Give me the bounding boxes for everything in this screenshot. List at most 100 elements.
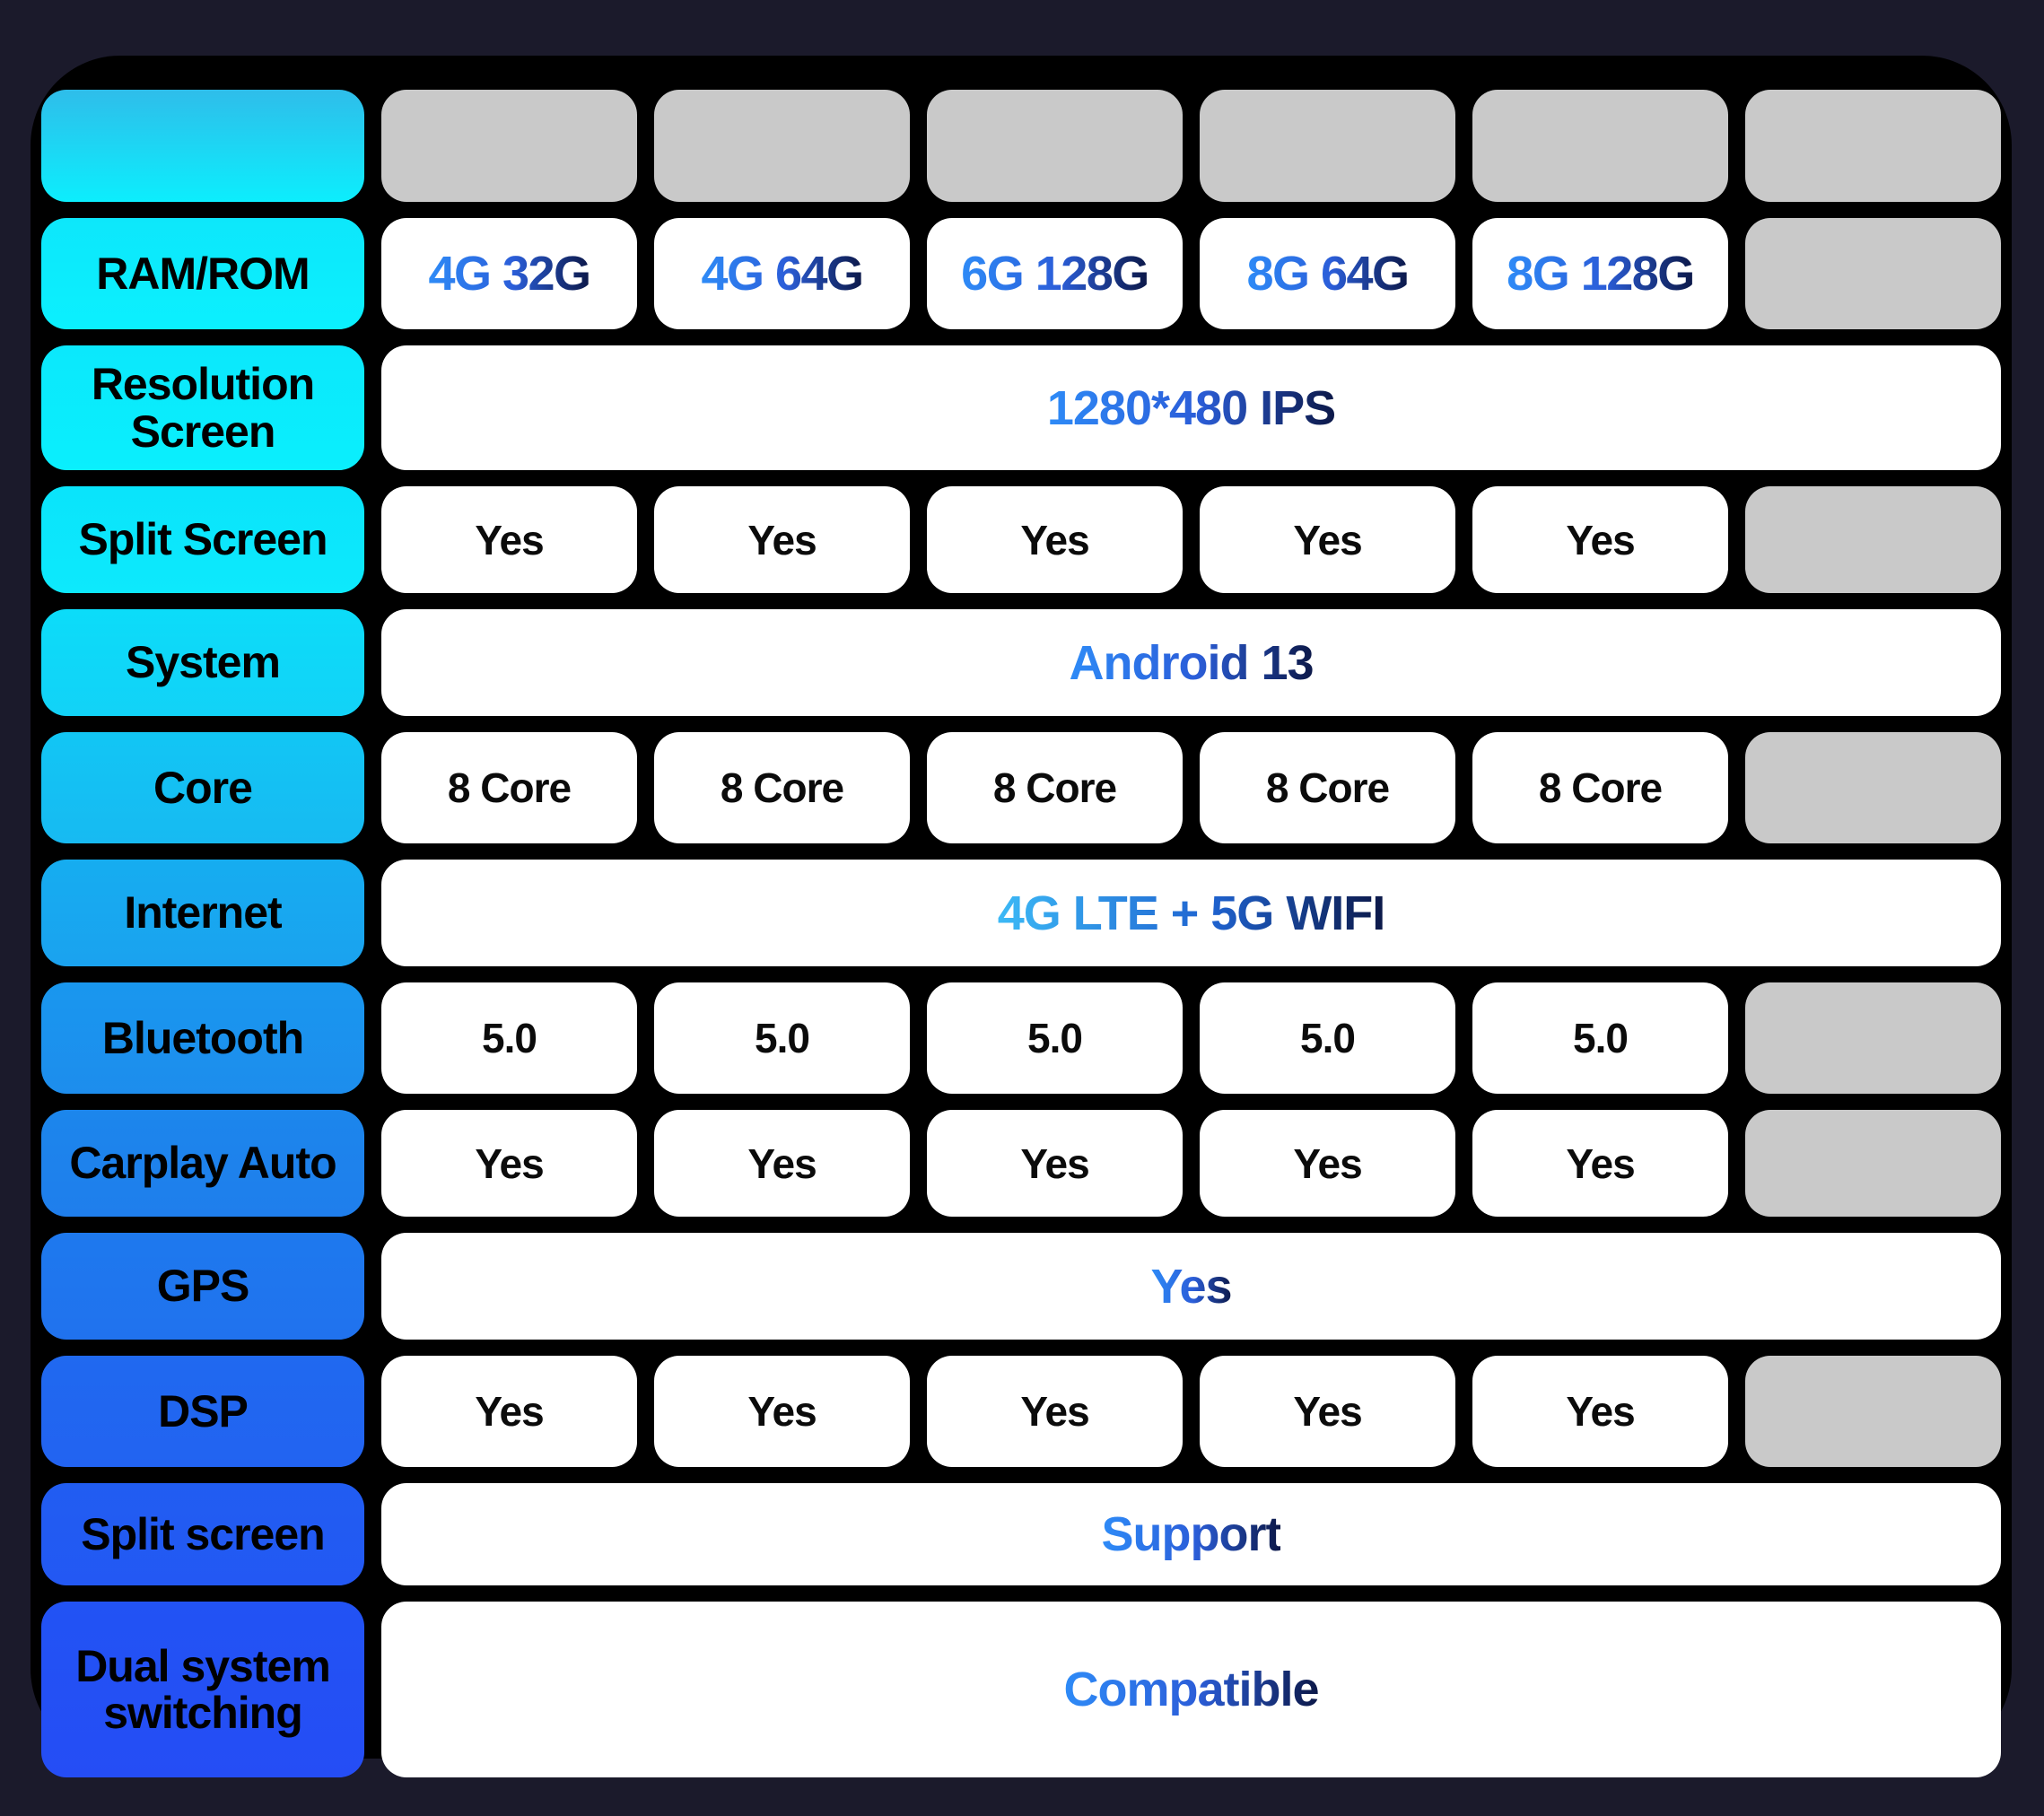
row-label-dual-system-switching: Dual system switching (41, 1602, 364, 1777)
row-label-dsp: DSP (41, 1356, 364, 1467)
cell-bluetooth-3: 5.0 (927, 982, 1183, 1094)
cell-dsp-1: Yes (381, 1356, 637, 1467)
cell-dsp-2: Yes (654, 1356, 910, 1467)
value-text: Compatible (1063, 1663, 1319, 1716)
cell-split-screen-empty (1745, 486, 2001, 593)
cell-carplay-auto-empty (1745, 1110, 2001, 1217)
cell-dsp-3: Yes (927, 1356, 1183, 1467)
row-label-carplay-auto: Carplay Auto (41, 1110, 364, 1217)
cell-carplay-auto-4: Yes (1200, 1110, 1455, 1217)
cell-split-screen-4: Yes (1200, 486, 1455, 593)
value-text: Yes (1293, 1388, 1362, 1435)
cell-split-screen-5: Yes (1472, 486, 1728, 593)
value-text: Support (1101, 1507, 1282, 1561)
row-label-gps: GPS (41, 1233, 364, 1340)
cell-core-empty (1745, 732, 2001, 843)
row-label-text: Dual system switching (75, 1640, 331, 1738)
value-text: 5.0 (1027, 1015, 1083, 1061)
cell-internet-span: 4G LTE + 5G WIFI (381, 860, 2001, 966)
header-variant-cell-1 (381, 90, 637, 202)
cell-dsp-4: Yes (1200, 1356, 1455, 1467)
cell-gps-span: Yes (381, 1233, 2001, 1340)
row-label-text: GPS (156, 1261, 250, 1312)
cell-split-screen-lower-span: Support (381, 1483, 2001, 1585)
spec-table-board: RAM/ROM 4G 32G 4G 64G 6G 128G 8G 64G 8G … (31, 56, 2012, 1777)
row-label-text: Core (153, 762, 253, 813)
row-label-split-screen-lower: Split screen (41, 1483, 364, 1585)
value-text: 1280*480 IPS (1046, 380, 1336, 435)
cell-split-screen-3: Yes (927, 486, 1183, 593)
value-text: Yes (747, 516, 817, 563)
cell-system-span: Android 13 (381, 609, 2001, 716)
header-corner-cell (41, 90, 364, 202)
cell-ram-rom-2: 4G 64G (654, 218, 910, 329)
value-text: Yes (475, 1388, 544, 1435)
cell-ram-rom-5: 8G 128G (1472, 218, 1728, 329)
row-label-text: Carplay Auto (69, 1138, 336, 1189)
cell-dsp-empty (1745, 1356, 2001, 1467)
row-label-system: System (41, 609, 364, 716)
cell-bluetooth-empty (1745, 982, 2001, 1094)
header-variant-cell-4 (1200, 90, 1455, 202)
cell-carplay-auto-2: Yes (654, 1110, 910, 1217)
value-text: 8G 64G (1246, 247, 1410, 301)
value-text: 8 Core (1265, 764, 1390, 811)
value-text: 4G 32G (428, 247, 591, 301)
row-label-resolution-screen: Resolution Screen (41, 345, 364, 470)
cell-ram-rom-empty (1745, 218, 2001, 329)
cell-carplay-auto-3: Yes (927, 1110, 1183, 1217)
cell-core-2: 8 Core (654, 732, 910, 843)
row-label-text: Bluetooth (101, 1012, 304, 1063)
row-label-text: Internet (124, 887, 282, 939)
row-label-text: RAM/ROM (96, 248, 310, 299)
value-text: 8G 128G (1507, 247, 1695, 301)
cell-carplay-auto-1: Yes (381, 1110, 637, 1217)
spec-table: RAM/ROM 4G 32G 4G 64G 6G 128G 8G 64G 8G … (41, 90, 2001, 1777)
cell-ram-rom-3: 6G 128G (927, 218, 1183, 329)
value-text: 5.0 (755, 1015, 810, 1061)
value-text: Yes (475, 1139, 544, 1187)
row-label-ram-rom: RAM/ROM (41, 218, 364, 329)
value-text: 5.0 (1300, 1015, 1356, 1061)
cell-bluetooth-4: 5.0 (1200, 982, 1455, 1094)
value-text: Yes (1020, 1388, 1089, 1435)
value-text: 5.0 (482, 1015, 537, 1061)
cell-bluetooth-2: 5.0 (654, 982, 910, 1094)
value-text: Yes (1293, 516, 1362, 563)
cell-bluetooth-5: 5.0 (1472, 982, 1728, 1094)
row-label-text: DSP (158, 1385, 249, 1436)
header-variant-cell-5 (1472, 90, 1728, 202)
value-text: Yes (1020, 516, 1089, 563)
cell-split-screen-2: Yes (654, 486, 910, 593)
value-text: Yes (747, 1388, 817, 1435)
cell-ram-rom-4: 8G 64G (1200, 218, 1455, 329)
value-text: Android 13 (1069, 635, 1314, 690)
row-label-text: Split screen (81, 1508, 325, 1559)
cell-core-3: 8 Core (927, 732, 1183, 843)
value-text: 4G LTE + 5G WIFI (997, 886, 1386, 940)
cell-split-screen-1: Yes (381, 486, 637, 593)
cell-core-5: 8 Core (1472, 732, 1728, 843)
header-variant-cell-2 (654, 90, 910, 202)
value-text: Yes (747, 1139, 817, 1187)
cell-ram-rom-1: 4G 32G (381, 218, 637, 329)
value-text: 8 Core (992, 764, 1117, 811)
cell-resolution-screen-span: 1280*480 IPS (381, 345, 2001, 470)
value-text: Yes (1150, 1259, 1232, 1314)
row-label-bluetooth: Bluetooth (41, 982, 364, 1094)
header-variant-cell-3 (927, 90, 1183, 202)
value-text: 8 Core (720, 764, 844, 811)
value-text: Yes (1020, 1139, 1089, 1187)
value-text: Yes (475, 516, 544, 563)
value-text: 5.0 (1573, 1015, 1629, 1061)
value-text: 6G 128G (961, 247, 1149, 301)
row-label-text: Resolution Screen (91, 359, 315, 457)
row-label-core: Core (41, 732, 364, 843)
header-variant-cell-6 (1745, 90, 2001, 202)
cell-core-1: 8 Core (381, 732, 637, 843)
row-label-text: System (126, 637, 281, 688)
row-label-text: Split Screen (78, 514, 328, 565)
value-text: Yes (1566, 1388, 1635, 1435)
cell-dual-system-switching-span: Compatible (381, 1602, 2001, 1777)
